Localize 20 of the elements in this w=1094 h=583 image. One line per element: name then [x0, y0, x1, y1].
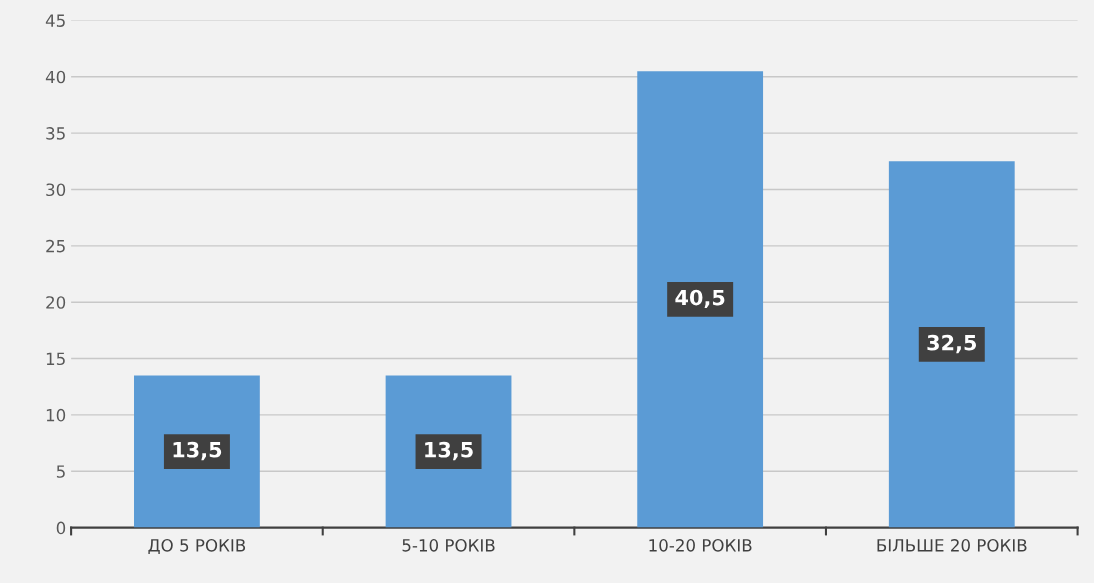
data-label: 13,5 [173, 441, 222, 461]
y-tick-label: 35 [46, 127, 65, 140]
data-label: 13,5 [425, 441, 473, 461]
y-tick-label: 15 [46, 352, 65, 366]
data-label: 40,5 [675, 289, 725, 309]
data-label: 32,5 [927, 334, 977, 354]
y-tick-label: 0 [56, 521, 66, 535]
y-tick-label: 5 [56, 465, 65, 478]
x-tick-label: 5-10 РОКІВ [402, 539, 495, 552]
y-tick-label: 25 [46, 239, 65, 253]
x-tick-label: ДО 5 РОКІВ [148, 539, 246, 554]
y-tick-label: 45 [45, 14, 65, 27]
bar [888, 161, 1015, 528]
y-tick-label: 10 [46, 408, 66, 422]
bar [637, 71, 764, 528]
x-tick-label: 10-20 РОКІВ [649, 539, 752, 552]
y-tick-label: 20 [46, 296, 66, 309]
x-tick-label: БІЛЬШЕ 20 РОКІВ [877, 539, 1027, 552]
y-tick-label: 40 [45, 70, 66, 84]
y-tick-label: 30 [46, 183, 66, 197]
